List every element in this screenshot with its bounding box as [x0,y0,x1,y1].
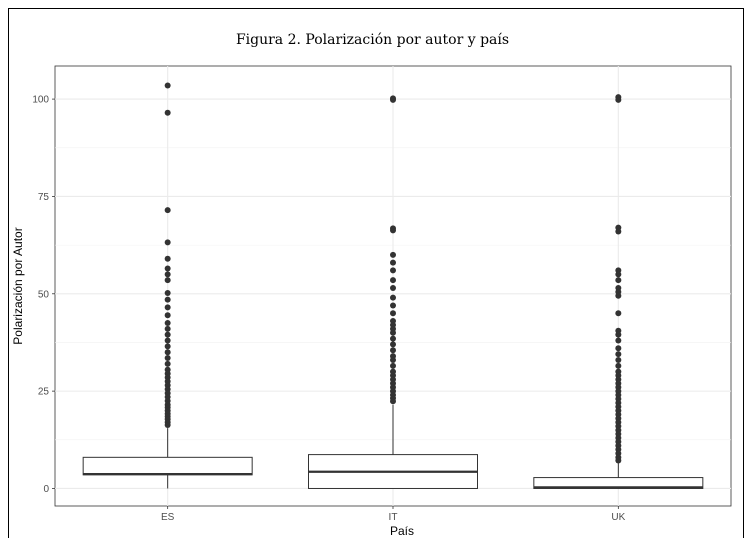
outlier-point [615,345,622,352]
y-axis-title: Polarización por Autor [11,227,25,344]
x-tick-label: IT [389,512,398,523]
outlier-point [164,290,171,297]
outlier-point [615,292,622,299]
box-it [308,95,478,489]
outlier-point [164,360,171,367]
outlier-point [390,96,396,103]
outlier-point [615,228,622,235]
outlier-point [615,271,622,278]
outlier-point [164,319,171,326]
outlier-point [615,351,622,358]
outlier-point [390,267,396,274]
outlier-point [164,337,171,344]
outlier-point [164,265,171,272]
outlier-point [615,337,622,344]
outlier-point [164,304,171,311]
outlier-point [164,271,171,278]
chart-title: Figura 2. Polarización por autor y país [235,32,510,48]
outlier-point [615,362,622,369]
outlier-point [164,343,171,350]
outlier-point [164,422,171,429]
outlier-point [164,239,171,246]
outlier-point [390,277,396,284]
outlier-point [164,312,171,319]
box-iqr [533,477,704,489]
outlier-point [390,356,396,363]
outlier-point [615,356,622,363]
box-es [82,82,253,489]
outlier-point [164,355,171,362]
outlier-point [164,296,171,303]
outlier-point [615,331,622,338]
outlier-point [390,362,396,369]
outlier-point [164,255,171,262]
outlier-point [390,294,396,301]
y-tick-label: 25 [38,387,50,398]
outlier-point [615,310,622,317]
x-axis-title: País [390,524,414,538]
y-tick-label: 0 [43,484,49,495]
outlier-point [615,457,622,464]
y-axis: 0 25 50 75 100 [32,95,55,495]
boxes-layer [82,82,704,489]
outlier-point [390,310,396,317]
outlier-point [164,82,171,89]
outlier-point [164,109,171,116]
y-tick-label: 100 [32,95,49,106]
outlier-point [164,325,171,332]
outlier-point [615,277,622,284]
outlier-point [390,341,396,348]
x-tick-label: UK [611,512,625,523]
y-tick-label: 50 [38,289,50,300]
box-iqr [82,456,253,476]
outlier-point [615,96,622,103]
outlier-point [164,331,171,338]
x-axis: ES IT UK [161,506,626,523]
outlier-point [390,284,396,291]
outlier-point [164,207,171,214]
outlier-point [390,251,396,258]
outlier-point [390,302,396,309]
outlier-point [390,335,396,342]
outlier-point [164,277,171,284]
y-tick-label: 75 [38,192,50,203]
outlier-point [390,259,396,266]
box-uk [533,94,704,489]
outlier-point [390,398,396,405]
outlier-point [164,349,171,356]
outlier-point [390,347,396,354]
x-tick-label: ES [161,512,175,523]
outlier-point [390,329,396,336]
outlier-point [390,227,396,234]
